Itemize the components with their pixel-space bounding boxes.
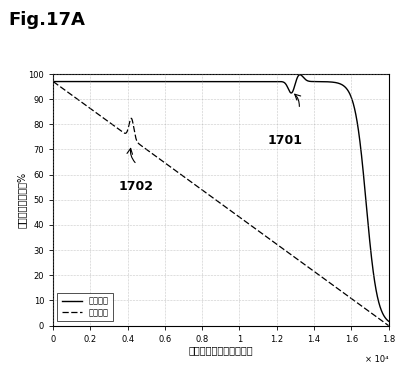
- Text: × 10⁴: × 10⁴: [365, 354, 389, 364]
- Text: 1702: 1702: [118, 180, 153, 193]
- Text: Fig.17A: Fig.17A: [8, 11, 85, 29]
- Text: 1701: 1701: [267, 134, 302, 148]
- X-axis label: 立上り時間／立下り時間: 立上り時間／立下り時間: [189, 345, 253, 355]
- Legend: 補償あり, 補償なし: 補償あり, 補償なし: [57, 293, 113, 322]
- Y-axis label: コントラスト特性%: コントラスト特性%: [17, 172, 27, 228]
